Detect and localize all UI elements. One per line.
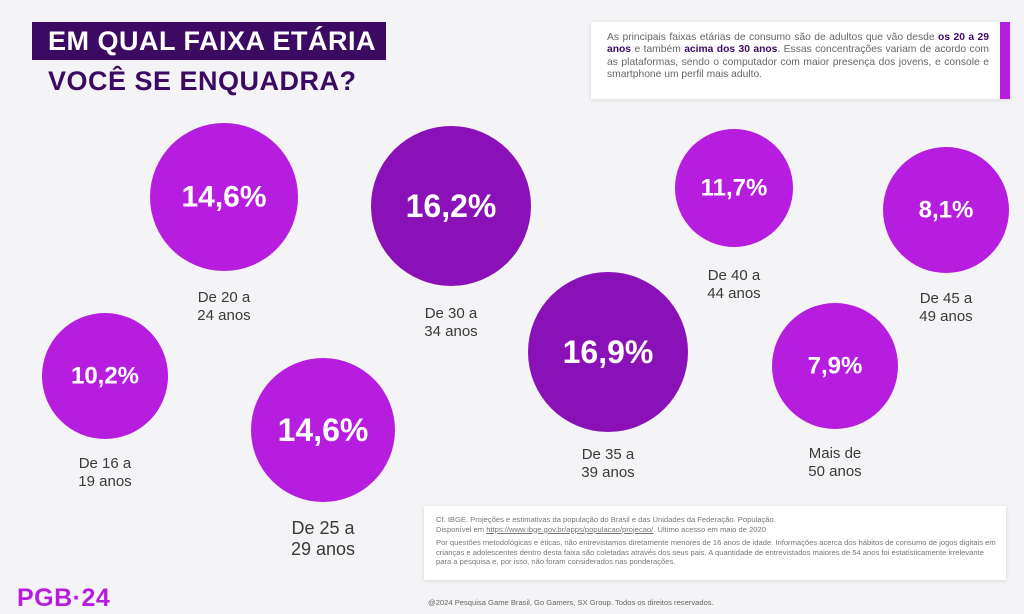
bubble-3 [251,358,395,502]
bubble-7 [883,147,1009,273]
source-box: Cf. IBGE. Projeções e estimativas da pop… [424,506,1006,580]
source-link[interactable]: https://www.ibge.gov.br/apps/populacao/p… [486,524,654,534]
intro-box: As principais faixas etárias de consumo … [591,22,1010,99]
source-citation: Cf. IBGE. Projeções e estimativas da pop… [436,515,776,534]
bubble-value-1: 10,2% [71,363,139,390]
bubble-8 [772,303,898,429]
bubble-1 [42,313,168,439]
bubble-2 [150,123,298,271]
bubble-category-6: De 40 a 44 anos [707,267,761,302]
intro-text: As principais faixas etárias de consumo … [607,32,989,81]
source-text: Cf. IBGE. Projeções e estimativas da pop… [436,515,996,571]
bubble-category-1: De 16 a 19 anos [78,455,132,490]
bubble-category-7: De 45 a 49 anos [919,290,973,325]
bubble-category-4: De 30 a 34 anos [424,305,478,340]
bubble-category-3: De 25 a 29 anos [291,518,356,559]
bubble-value-8: 7,9% [808,353,863,380]
bubble-value-6: 11,7% [701,175,768,202]
intro-accent-bar [1000,22,1010,99]
bubble-value-3: 14,6% [278,412,369,448]
bubble-category-8: Mais de 50 anos [808,445,861,480]
bubble-4 [371,126,531,286]
bubble-category-2: De 20 a 24 anos [197,289,251,324]
bubble-value-7: 8,1% [919,197,974,224]
bubble-6 [675,129,793,247]
page-title: EM QUAL FAIXA ETÁRIA VOCÊ SE ENQUADRA? [32,22,387,98]
title-line-1: EM QUAL FAIXA ETÁRIA [32,22,387,60]
title-line-2: VOCÊ SE ENQUADRA? [48,66,357,96]
bubble-category-5: De 35 a 39 anos [581,446,635,481]
copyright: @2024 Pesquisa Game Brasil, Go Gamers, S… [428,598,714,607]
methodology-note: Por questões metodológicas e éticas, não… [436,538,996,566]
bubble-value-5: 16,9% [563,334,654,370]
bubble-value-2: 14,6% [181,181,266,214]
pgb-logo: PGB·24 [17,584,111,612]
bubble-value-4: 16,2% [406,188,497,224]
bubble-5 [528,272,688,432]
